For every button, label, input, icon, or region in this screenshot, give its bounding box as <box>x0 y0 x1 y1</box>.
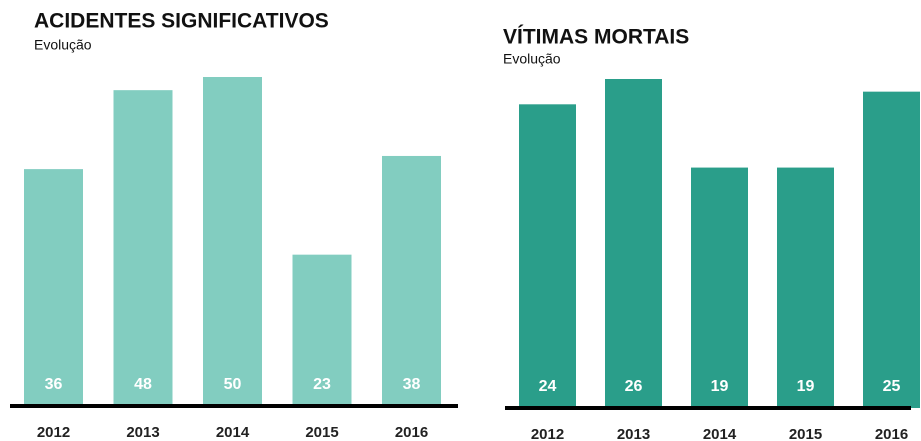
value-label: 50 <box>224 376 242 393</box>
x-tick-label: 2013 <box>617 426 650 441</box>
bar <box>691 167 748 408</box>
value-label: 19 <box>711 378 729 395</box>
value-label: 36 <box>45 376 63 393</box>
bar <box>113 90 173 406</box>
bar <box>292 254 352 406</box>
bar <box>382 155 441 406</box>
value-label: 48 <box>134 376 152 393</box>
x-tick-label: 2013 <box>126 424 159 441</box>
value-label: 24 <box>539 378 557 395</box>
value-label: 38 <box>403 376 421 393</box>
chart-subtitle: Evolução <box>503 51 561 67</box>
value-label: 25 <box>883 378 901 395</box>
x-tick-label: 2014 <box>703 426 737 441</box>
bar <box>863 91 920 409</box>
x-tick-label: 2014 <box>216 424 250 441</box>
bar <box>203 77 262 406</box>
x-tick-label: 2015 <box>789 426 822 441</box>
x-tick-label: 2012 <box>531 426 564 441</box>
value-label: 23 <box>313 376 331 393</box>
bar <box>519 104 576 409</box>
bar <box>777 167 834 408</box>
bar <box>24 169 83 406</box>
x-tick-label: 2015 <box>305 424 338 441</box>
chart-title: VÍTIMAS MORTAIS <box>503 26 689 49</box>
x-tick-label: 2012 <box>37 424 70 441</box>
chart-subtitle: Evolução <box>34 37 92 53</box>
value-label: 26 <box>625 378 643 395</box>
x-tick-label: 2016 <box>875 426 908 441</box>
x-tick-label: 2016 <box>395 424 428 441</box>
bar <box>605 79 662 408</box>
value-label: 19 <box>797 378 815 395</box>
chart-title: ACIDENTES SIGNIFICATIVOS <box>34 10 329 33</box>
